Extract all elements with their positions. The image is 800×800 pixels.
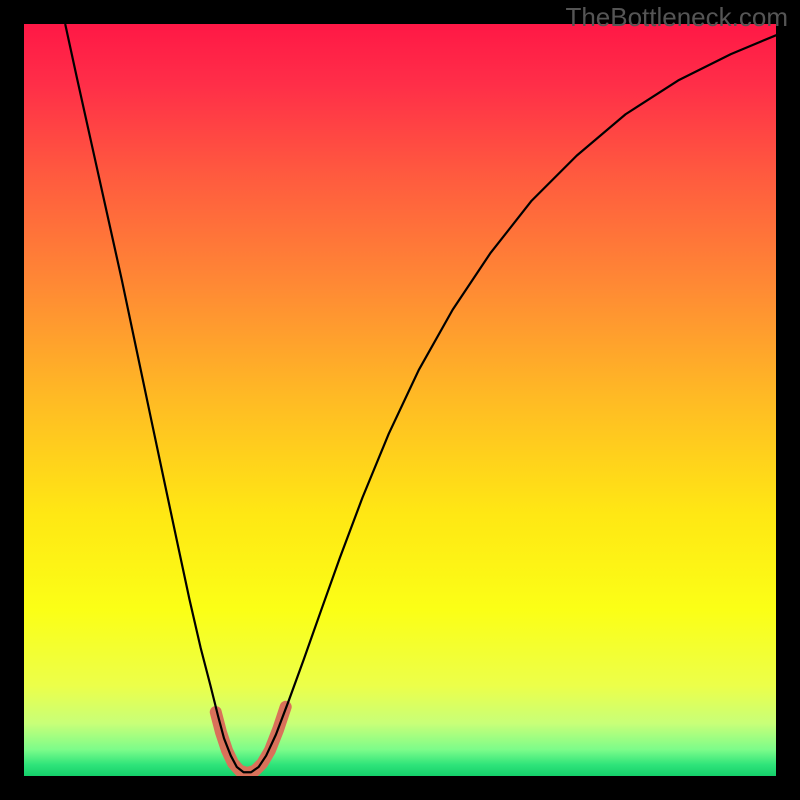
bottleneck-chart-svg: [0, 0, 800, 800]
plot-background-gradient: [24, 24, 776, 776]
watermark-text: TheBottleneck.com: [565, 2, 788, 33]
chart-frame: TheBottleneck.com: [0, 0, 800, 800]
